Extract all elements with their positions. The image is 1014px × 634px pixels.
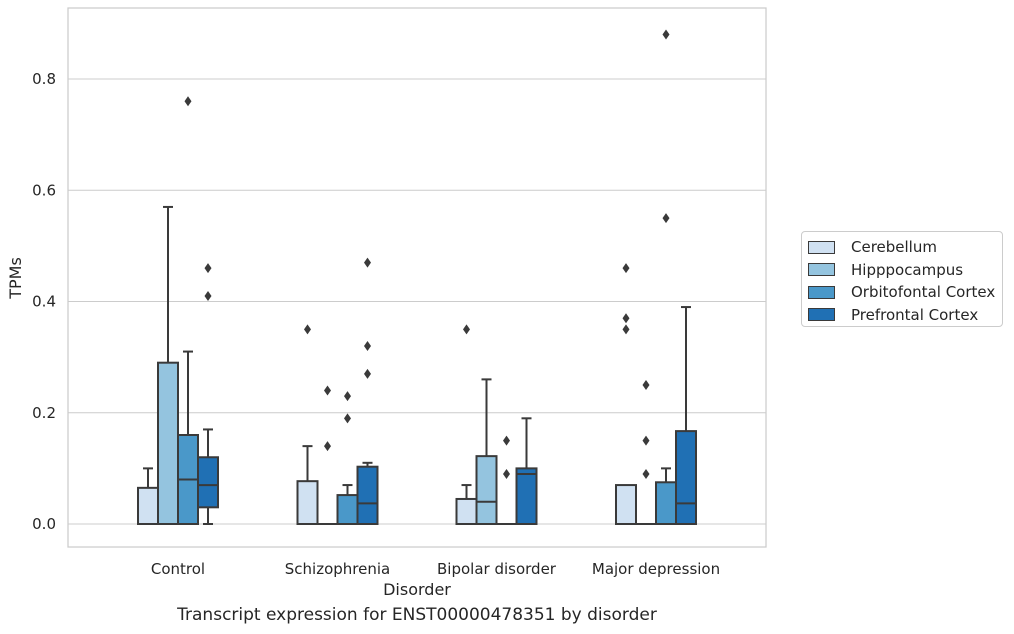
series-orbitofontal-cortex (177, 29, 677, 526)
outlier-point (622, 324, 630, 335)
outlier-point (642, 468, 650, 479)
y-tick-label: 0.6 (32, 181, 56, 199)
outlier-point (622, 263, 630, 274)
y-tick-labels: 0.0 0.2 0.4 0.6 0.8 (32, 70, 56, 533)
legend-item: Orbitofontal Cortex (808, 281, 1002, 304)
plot-frame (67, 7, 767, 548)
y-tick-label: 0.0 (32, 515, 56, 533)
outlier-point (364, 257, 371, 268)
outlier-point (364, 368, 371, 379)
outlier-point (642, 379, 650, 390)
box (137, 486, 159, 525)
legend: Cerebellum Hipppocampus Orbitofontal Corte… (801, 231, 1003, 327)
outlier-point (324, 385, 331, 396)
box (197, 456, 219, 509)
box (475, 455, 498, 526)
box (157, 361, 179, 525)
series-prefrontal-cortex (197, 257, 697, 526)
outlier-point (463, 324, 470, 335)
box (515, 467, 538, 525)
outlier-point (204, 290, 212, 301)
outlier-point (184, 96, 192, 107)
box (455, 497, 478, 525)
outlier-point (642, 435, 650, 446)
x-tick-label: Bipolar disorder (437, 560, 557, 578)
outlier-point (324, 441, 331, 452)
y-tick-label: 0.2 (32, 404, 56, 422)
series-hipppocampus (157, 205, 656, 526)
legend-label: Cerebellum (851, 238, 937, 257)
outlier-point (364, 341, 371, 351)
outlier-point (304, 324, 311, 335)
x-axis-label: Disorder (383, 580, 451, 599)
outlier-point (503, 435, 510, 446)
box (675, 430, 697, 526)
legend-swatch (808, 285, 835, 299)
box (615, 484, 637, 525)
x-tick-labels: Control Schizophrenia Bipolar disorder Majo… (151, 560, 720, 578)
y-tick-label: 0.4 (32, 293, 56, 311)
y-tick-label: 0.8 (32, 70, 56, 88)
legend-item: Cerebellum (808, 236, 1002, 259)
box (655, 481, 677, 525)
legend-label: Hipppocampus (851, 260, 964, 279)
x-tick-label: Major depression (592, 560, 720, 578)
outlier-point (204, 263, 212, 274)
box (336, 494, 359, 526)
x-tick-label: Schizophrenia (285, 560, 390, 578)
legend-label: Orbitofontal Cortex (851, 283, 996, 302)
outlier-point (662, 213, 670, 224)
x-tick-label: Control (151, 560, 205, 578)
outlier-point (344, 413, 351, 424)
legend-item: Prefrontal Cortex (808, 304, 1002, 327)
outlier-point (622, 313, 630, 324)
legend-item: Hipppocampus (808, 259, 1002, 282)
box-series (137, 29, 697, 526)
legend-label: Prefrontal Cortex (851, 305, 979, 324)
box (296, 480, 319, 526)
legend-swatch (808, 263, 835, 277)
y-axis-label: TPMs (6, 257, 25, 300)
box (356, 465, 379, 525)
outlier-point (662, 29, 670, 40)
outlier-point (503, 468, 510, 479)
outlier-point (344, 391, 351, 402)
legend-swatch (808, 308, 835, 322)
figure-caption: Transcript expression for ENST0000047835… (177, 605, 657, 625)
legend-swatch (808, 240, 835, 254)
